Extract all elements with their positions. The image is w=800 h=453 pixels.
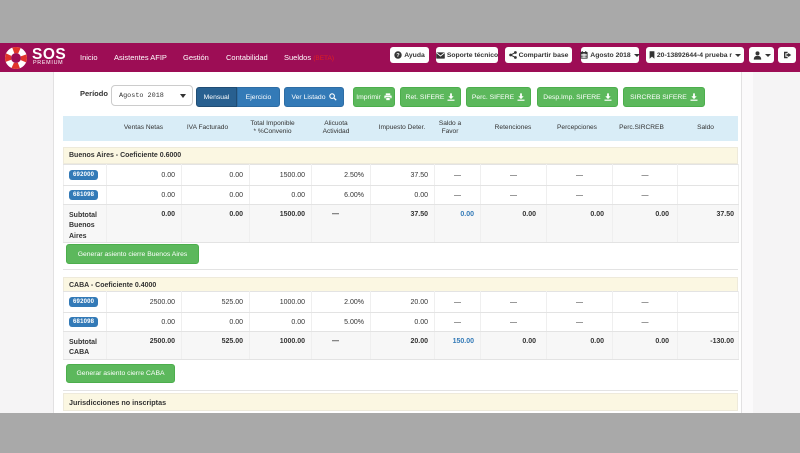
svg-text:?: ?: [397, 53, 401, 59]
